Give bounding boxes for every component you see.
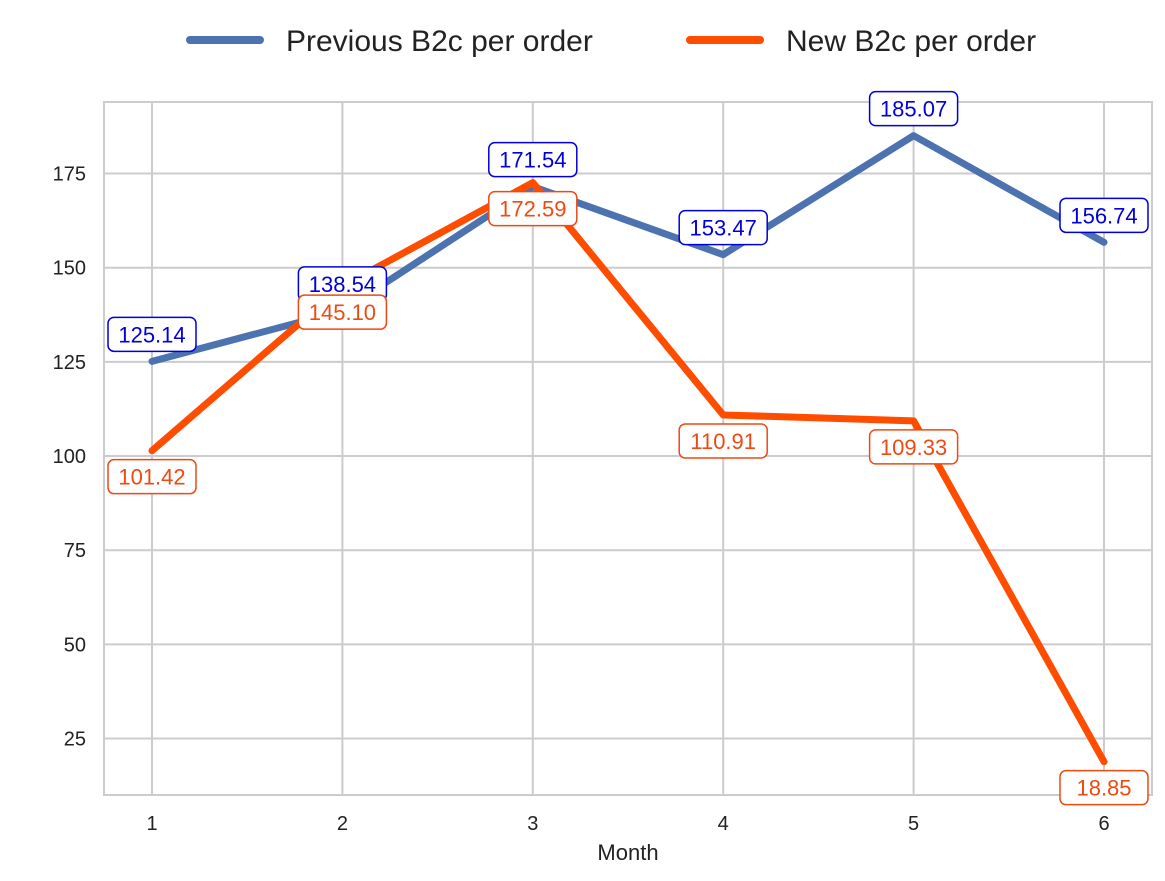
series-lines <box>148 132 1108 766</box>
gridlines <box>104 102 1152 795</box>
x-tick-label: 3 <box>527 813 538 835</box>
data-label-box <box>297 294 388 330</box>
legend: Previous B2c per order New B2c per order <box>186 25 1036 58</box>
y-tick-label: 150 <box>53 258 86 280</box>
data-label-text: 153.47 <box>690 216 757 241</box>
data-label: 101.42 <box>107 458 197 495</box>
data-label-text: 185.07 <box>880 97 947 122</box>
y-axis-ticks: 25 50 75 100 125 150 175 <box>53 164 86 751</box>
data-label-box <box>1059 197 1149 234</box>
data-label-text: 109.33 <box>880 435 947 460</box>
data-label-box <box>107 458 197 495</box>
y-tick-label: 50 <box>64 634 86 656</box>
data-label-text: 110.91 <box>690 429 756 454</box>
legend-item: New B2c per order <box>686 25 1036 58</box>
data-label: 138.54 <box>297 266 388 302</box>
data-label-text: 172.59 <box>499 197 566 222</box>
data-label-box <box>488 190 578 227</box>
data-label-box <box>868 90 959 127</box>
data-label-text: 18.85 <box>1076 776 1131 801</box>
legend-label: New B2c per order <box>786 25 1036 58</box>
data-label-box <box>868 429 959 465</box>
data-label: 185.07 <box>868 90 959 127</box>
data-label-text: 145.10 <box>309 300 376 325</box>
x-tick-label: 2 <box>337 813 348 835</box>
y-tick-label: 175 <box>53 164 86 186</box>
data-label-box <box>107 316 197 353</box>
data-label: 172.59 <box>488 190 578 227</box>
y-tick-label: 125 <box>53 352 86 374</box>
data-label: 153.47 <box>678 209 768 246</box>
data-label: 156.74 <box>1059 197 1149 234</box>
legend-item: Previous B2c per order <box>186 25 593 58</box>
data-label: 171.54 <box>488 141 578 178</box>
y-tick-label: 25 <box>64 729 86 751</box>
plot-area-frame <box>103 101 1153 796</box>
data-label: 125.14 <box>107 316 197 353</box>
data-label-text: 125.14 <box>118 322 185 347</box>
data-labels: 125.14 138.54 171.54 153.47 185.07 156.74 101.… <box>107 90 1149 806</box>
x-tick-label: 5 <box>908 813 919 835</box>
data-label: 18.85 <box>1059 769 1149 806</box>
data-label: 110.91 <box>678 423 768 459</box>
data-label-box <box>678 423 768 459</box>
y-tick-label: 75 <box>64 540 86 562</box>
data-label: 109.33 <box>868 429 959 465</box>
legend-label: Previous B2c per order <box>286 25 593 58</box>
y-tick-label: 100 <box>53 446 86 468</box>
x-axis-title: Month <box>597 840 658 865</box>
data-label: 145.10 <box>297 294 388 330</box>
data-label-box <box>488 141 578 178</box>
data-label-text: 156.74 <box>1070 203 1137 228</box>
data-label-box <box>678 209 768 246</box>
x-tick-label: 4 <box>718 813 729 835</box>
data-label-box <box>1059 769 1149 806</box>
x-tick-label: 1 <box>146 813 157 835</box>
data-label-text: 171.54 <box>499 148 566 173</box>
x-tick-label: 6 <box>1098 813 1109 835</box>
data-label-text: 138.54 <box>309 272 376 297</box>
series-line-new <box>148 179 1108 766</box>
x-axis-ticks: 1 2 3 4 5 6 <box>146 813 1109 835</box>
data-label-text: 101.42 <box>118 465 185 490</box>
